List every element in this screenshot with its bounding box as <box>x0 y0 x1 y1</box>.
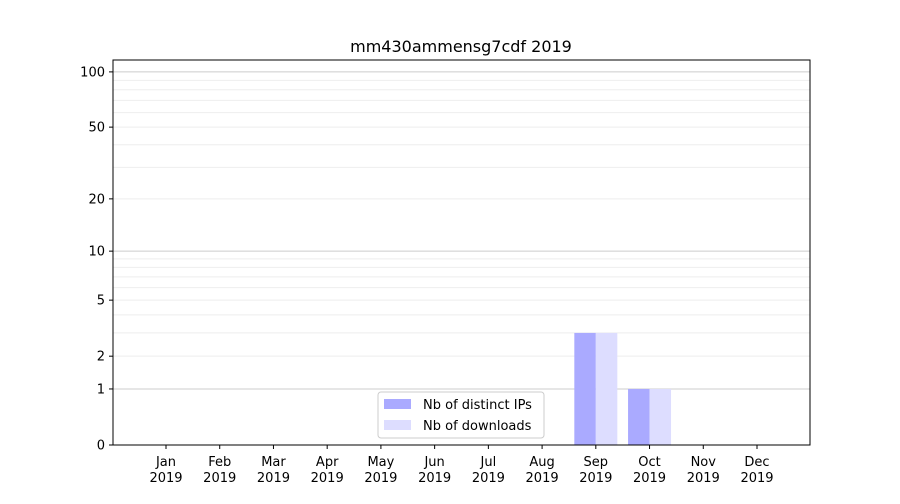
x-tick-label: Jan 2019 <box>149 455 182 486</box>
x-tick-label: Oct 2019 <box>633 455 666 486</box>
y-tick-label: 10 <box>88 245 105 260</box>
bar-distinct-ips <box>628 388 650 445</box>
bar-downloads <box>649 388 672 445</box>
legend-box <box>377 391 545 439</box>
legend: Nb of distinct IPs Nb of downloads <box>377 391 545 439</box>
legend-swatch <box>384 420 411 430</box>
x-tick-label: Sep 2019 <box>579 455 612 486</box>
bar-downloads <box>595 332 618 445</box>
plot-frame <box>112 59 811 446</box>
x-tick-label: Aug 2019 <box>526 455 559 486</box>
y-tick-label: 100 <box>80 65 105 80</box>
legend-label: Nb of downloads <box>423 419 532 434</box>
x-tick-label: Nov 2019 <box>687 455 720 486</box>
bar-distinct-ips <box>574 332 596 445</box>
y-tick-label: 1 <box>97 382 105 397</box>
y-tick-label: 0 <box>97 439 105 454</box>
x-tick-label: May 2019 <box>364 455 397 486</box>
legend-label: Nb of distinct IPs <box>423 398 532 413</box>
y-tick-label: 20 <box>88 192 105 207</box>
y-tick-label: 5 <box>97 294 105 309</box>
x-tick-label: Dec 2019 <box>740 455 773 486</box>
x-tick-label: Mar 2019 <box>257 455 290 486</box>
legend-swatch <box>384 399 411 409</box>
chart-title: mm430ammensg7cdf 2019 <box>350 37 572 56</box>
y-tick-label: 2 <box>97 350 105 365</box>
x-tick-label: Feb 2019 <box>203 455 236 486</box>
x-tick-label: Jun 2019 <box>418 455 451 486</box>
y-tick-label: 50 <box>88 121 105 136</box>
x-tick-label: Apr 2019 <box>311 455 344 486</box>
x-tick-label: Jul 2019 <box>472 455 505 486</box>
